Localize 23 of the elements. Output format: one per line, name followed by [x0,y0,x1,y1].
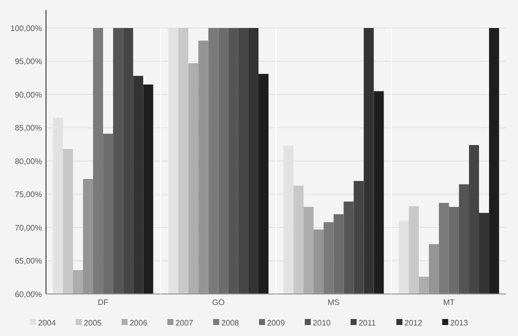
x-tick-label: GO [212,298,225,307]
y-tick-label: 85,00% [14,124,42,133]
legend-label: 2005 [84,318,102,328]
x-tick-label: MT [443,298,455,307]
legend-label: 2007 [175,318,194,328]
y-tick-label: 100,00% [10,24,42,33]
y-tick-label: 75,00% [14,190,42,200]
y-tick-label: 95,00% [14,57,42,66]
legend-label: 2010 [312,318,332,328]
y-tick-label: 90,00% [14,90,42,100]
legend-label: 2013 [450,318,469,328]
x-tick-label: DF [98,298,109,307]
y-tick-label: 65,00% [14,256,42,266]
y-tick-label: 70,00% [14,223,42,232]
legend-label: 2006 [130,318,148,328]
legend-label: 2011 [358,318,376,328]
legend-label: 2009 [267,318,286,328]
legend-label: 2012 [404,318,423,328]
legend-label: 2008 [221,318,240,328]
legend-label: 2004 [38,318,56,328]
y-tick-label: 80,00% [14,156,42,166]
y-tick-label: 60,00% [14,290,42,299]
x-tick-label: MS [328,298,340,307]
